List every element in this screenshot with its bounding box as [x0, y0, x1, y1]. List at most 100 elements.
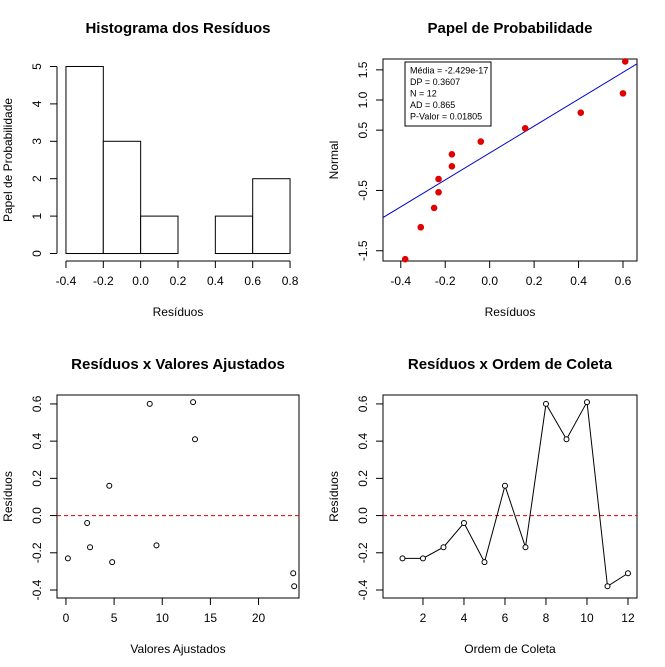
panel-title: Papel de Probabilidade	[427, 20, 592, 37]
point	[448, 163, 456, 170]
point	[291, 583, 298, 590]
point	[84, 520, 91, 527]
x-axis-label: Resíduos	[485, 305, 536, 319]
point	[583, 399, 590, 406]
x-axis-label: Valores Ajustados	[130, 642, 225, 656]
y-tick-label: 5	[30, 63, 44, 70]
point	[501, 482, 508, 489]
x-tick-label: 5	[111, 611, 118, 625]
x-tick-label: 0.2	[526, 274, 543, 288]
y-tick-label: -0.5	[356, 180, 370, 201]
panel-title: Resíduos x Ordem de Coleta	[408, 356, 613, 373]
y-tick-label: -0.2	[356, 542, 370, 563]
x-tick-label: 6	[502, 611, 509, 625]
bar	[214, 215, 254, 255]
y-tick-label: 1	[30, 212, 44, 219]
x-tick-label: 8	[543, 611, 550, 625]
x-axis-label: Resíduos	[153, 305, 204, 319]
y-tick-label: 2	[30, 175, 44, 182]
x-axis-label: Ordem de Coleta	[464, 642, 556, 656]
series-line	[402, 400, 629, 588]
y-tick-label: 0	[30, 250, 44, 257]
y-tick-label: 0.4	[30, 432, 44, 449]
point	[106, 482, 113, 489]
bar	[102, 140, 142, 255]
x-tick-label: 0	[63, 611, 70, 625]
y-tick-label: 0.4	[356, 432, 370, 449]
x-tick-label: 2	[420, 611, 427, 625]
plot-box	[382, 394, 638, 599]
point	[563, 436, 570, 443]
point	[64, 555, 71, 562]
y-tick-label: 0.0	[30, 507, 44, 524]
point	[521, 125, 529, 132]
panel-title: Histograma dos Resíduos	[85, 20, 270, 37]
point	[577, 109, 585, 116]
x-tick-label: -0.2	[435, 274, 456, 288]
x-tick-label: 10	[156, 611, 170, 625]
point	[522, 544, 529, 551]
annotation: Média = -2.429e-17	[410, 65, 488, 75]
point	[417, 223, 425, 231]
x-tick-label: 0.4	[207, 274, 224, 288]
point	[481, 559, 488, 566]
y-tick-label: 3	[30, 138, 44, 145]
point	[191, 436, 198, 443]
point	[460, 520, 467, 527]
y-tick-label: 0.6	[30, 395, 44, 412]
plot-box	[56, 394, 300, 599]
y-tick-label: 0.5	[356, 121, 370, 138]
y-axis-label: Papel de Probabilidade	[1, 98, 15, 222]
point	[621, 58, 629, 65]
point	[542, 400, 549, 407]
point	[419, 555, 426, 562]
y-tick-label: 0.2	[356, 470, 370, 487]
annotation: AD = 0.865	[410, 100, 455, 110]
point	[619, 90, 627, 97]
x-tick-label: 0.8	[282, 274, 299, 288]
x-tick-label: 0.6	[615, 274, 632, 288]
point	[146, 400, 153, 407]
y-tick-label: 1.5	[356, 61, 370, 78]
x-tick-label: 15	[204, 611, 218, 625]
point	[87, 544, 94, 551]
point	[430, 204, 438, 212]
y-tick-label: -0.2	[30, 542, 44, 563]
x-tick-label: 0.0	[132, 274, 149, 288]
y-axis-label: Normal	[327, 141, 341, 180]
point	[624, 570, 631, 577]
x-tick-label: 0.6	[244, 274, 261, 288]
y-tick-label: 0.2	[30, 470, 44, 487]
point	[477, 138, 485, 145]
x-tick-label: 12	[621, 611, 635, 625]
x-tick-label: 4	[461, 611, 468, 625]
y-tick-label: -0.4	[356, 579, 370, 600]
x-tick-label: 10	[580, 611, 594, 625]
point	[401, 255, 409, 263]
point	[604, 583, 611, 590]
point	[190, 399, 197, 406]
y-axis-label: Resíduos	[1, 471, 15, 522]
annotation: DP = 0.3607	[410, 77, 460, 87]
point	[448, 150, 456, 158]
point	[435, 175, 442, 183]
x-tick-label: 20	[252, 611, 266, 625]
y-axis-label: Resíduos	[327, 471, 341, 522]
y-tick-label: 0.6	[356, 395, 370, 412]
annotation-box	[404, 61, 492, 127]
point	[109, 559, 116, 566]
y-tick-label: 0.0	[356, 507, 370, 524]
x-tick-label: 0.4	[570, 274, 587, 288]
annotation: P-Valor = 0.01805	[410, 111, 482, 121]
point	[435, 188, 442, 196]
point	[440, 544, 447, 551]
fit-line	[382, 63, 638, 219]
point	[290, 570, 297, 577]
x-tick-label: 0.0	[481, 274, 498, 288]
point	[399, 555, 406, 562]
y-tick-label: 4	[30, 100, 44, 107]
x-tick-label: -0.4	[56, 274, 77, 288]
x-tick-label: -0.4	[390, 274, 411, 288]
bar	[140, 215, 179, 255]
